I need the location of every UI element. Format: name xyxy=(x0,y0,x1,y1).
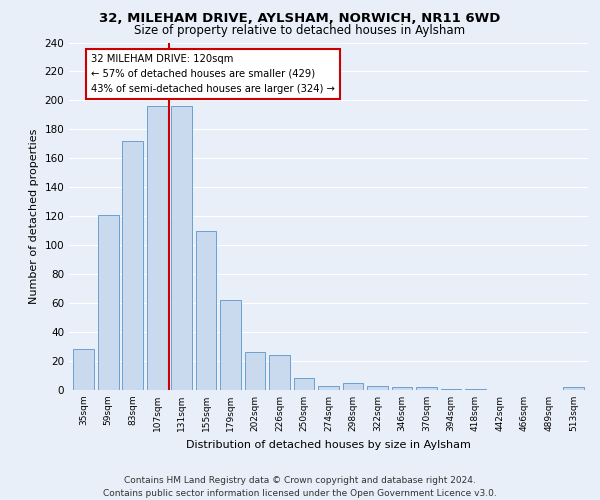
Bar xyxy=(171,106,192,390)
Bar xyxy=(293,378,314,390)
Text: Size of property relative to detached houses in Aylsham: Size of property relative to detached ho… xyxy=(134,24,466,37)
Bar xyxy=(122,141,143,390)
Bar xyxy=(269,355,290,390)
Bar xyxy=(245,352,265,390)
Bar xyxy=(465,388,486,390)
Text: 32, MILEHAM DRIVE, AYLSHAM, NORWICH, NR11 6WD: 32, MILEHAM DRIVE, AYLSHAM, NORWICH, NR1… xyxy=(100,12,500,26)
Bar xyxy=(392,387,412,390)
Bar xyxy=(367,386,388,390)
Bar xyxy=(563,387,584,390)
Bar xyxy=(147,106,167,390)
Bar xyxy=(318,386,339,390)
Bar xyxy=(73,350,94,390)
Y-axis label: Number of detached properties: Number of detached properties xyxy=(29,128,39,304)
Bar xyxy=(196,230,217,390)
Bar xyxy=(440,388,461,390)
Text: Contains HM Land Registry data © Crown copyright and database right 2024.
Contai: Contains HM Land Registry data © Crown c… xyxy=(103,476,497,498)
Bar xyxy=(343,383,364,390)
Bar xyxy=(98,215,119,390)
X-axis label: Distribution of detached houses by size in Aylsham: Distribution of detached houses by size … xyxy=(186,440,471,450)
Text: 32 MILEHAM DRIVE: 120sqm
← 57% of detached houses are smaller (429)
43% of semi-: 32 MILEHAM DRIVE: 120sqm ← 57% of detach… xyxy=(91,54,335,94)
Bar xyxy=(220,300,241,390)
Bar xyxy=(416,387,437,390)
